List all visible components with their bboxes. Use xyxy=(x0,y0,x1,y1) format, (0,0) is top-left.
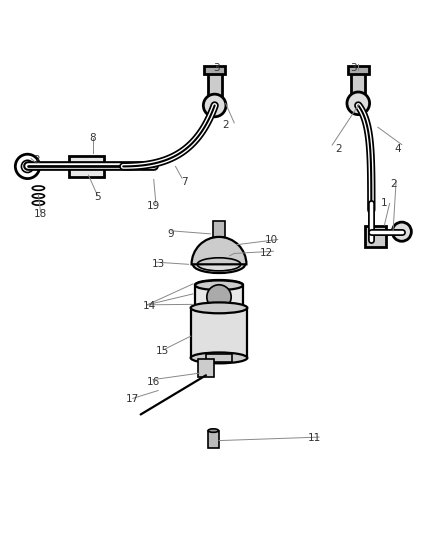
Text: 4: 4 xyxy=(394,144,401,154)
Bar xyxy=(204,66,225,74)
Circle shape xyxy=(207,285,231,309)
Text: 17: 17 xyxy=(125,394,138,404)
Text: 15: 15 xyxy=(156,346,169,357)
Ellipse shape xyxy=(195,280,243,290)
Text: 5: 5 xyxy=(94,192,100,202)
Bar xyxy=(213,221,225,237)
Text: 2: 2 xyxy=(222,120,229,130)
Wedge shape xyxy=(191,237,247,264)
Ellipse shape xyxy=(32,194,45,198)
Circle shape xyxy=(203,94,226,117)
Bar xyxy=(348,66,369,74)
Text: 2: 2 xyxy=(33,155,39,165)
Text: 12: 12 xyxy=(260,248,273,259)
Text: 7: 7 xyxy=(181,176,187,187)
Ellipse shape xyxy=(32,186,45,190)
Text: 3: 3 xyxy=(213,63,220,74)
Text: 2: 2 xyxy=(336,144,342,154)
Text: 14: 14 xyxy=(143,301,156,311)
Circle shape xyxy=(347,92,370,115)
Bar xyxy=(195,285,243,308)
Text: 2: 2 xyxy=(390,179,396,189)
Text: 9: 9 xyxy=(168,229,174,239)
Ellipse shape xyxy=(195,303,243,312)
Text: 10: 10 xyxy=(265,236,278,245)
Text: 1: 1 xyxy=(381,198,388,208)
Text: 16: 16 xyxy=(147,377,160,387)
Bar xyxy=(215,244,223,248)
Ellipse shape xyxy=(193,256,245,273)
Bar xyxy=(351,71,365,103)
Ellipse shape xyxy=(195,280,243,289)
Circle shape xyxy=(392,222,411,241)
Bar xyxy=(206,353,232,362)
Text: 3: 3 xyxy=(350,63,357,74)
Circle shape xyxy=(15,154,40,179)
Bar xyxy=(198,359,214,377)
Circle shape xyxy=(21,160,34,173)
Bar xyxy=(208,431,219,448)
Bar xyxy=(191,308,247,358)
Text: 18: 18 xyxy=(34,209,47,219)
Bar xyxy=(214,238,224,243)
Ellipse shape xyxy=(191,352,247,364)
Bar xyxy=(365,226,386,247)
Ellipse shape xyxy=(208,429,219,432)
Ellipse shape xyxy=(32,201,45,205)
Text: 13: 13 xyxy=(152,260,165,269)
Ellipse shape xyxy=(191,302,247,313)
Text: 19: 19 xyxy=(147,200,160,211)
Text: 8: 8 xyxy=(89,133,96,143)
Text: 11: 11 xyxy=(308,433,321,443)
Bar xyxy=(208,71,222,103)
Bar xyxy=(69,156,104,177)
Bar xyxy=(215,249,223,254)
